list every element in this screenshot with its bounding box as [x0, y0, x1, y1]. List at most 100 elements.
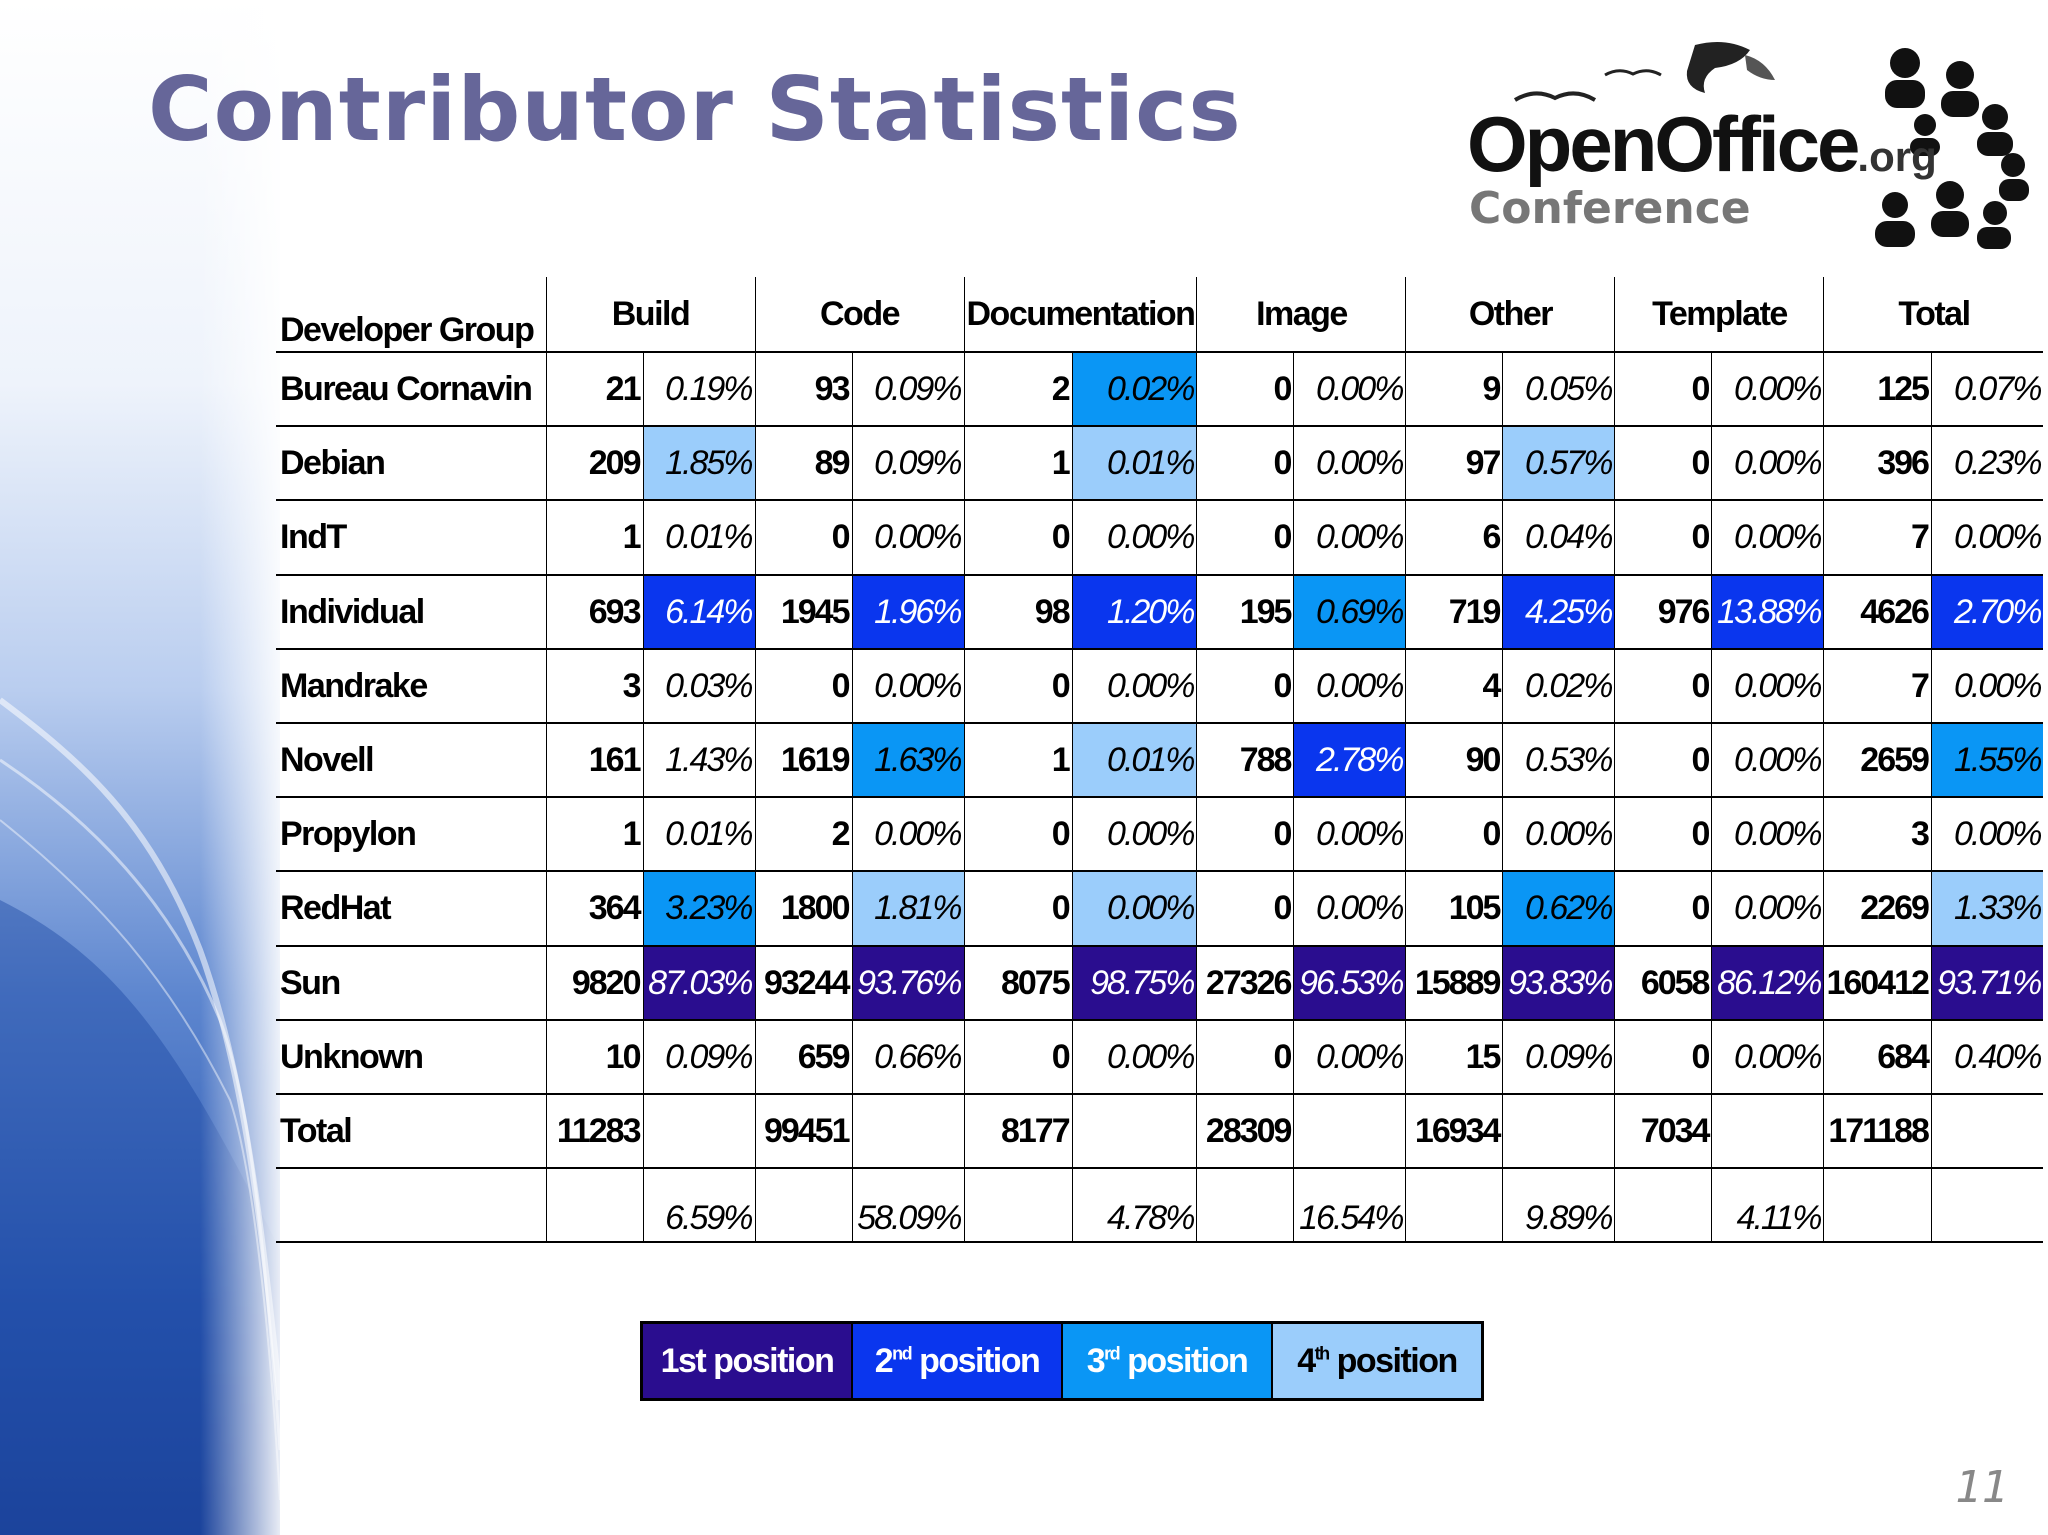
count-cell: 1 [964, 722, 1073, 799]
totals-row: Total 11283 99451 8177 28309 16934 7034 171188 [276, 1093, 2044, 1170]
table-row: Individual 693 6.14% 1945 1.96% 98 1.20% 195 0.6… [276, 574, 2044, 650]
count-cell: 1 [546, 797, 644, 873]
row-group-name: Individual [276, 574, 547, 650]
count-cell: 0 [1614, 1019, 1713, 1095]
percent-cell: 0.02% [1502, 648, 1616, 724]
count-cell: 21 [546, 352, 644, 428]
percent-cell: 0.07% [1931, 352, 2044, 428]
count-cell: 0 [1196, 648, 1295, 724]
count-cell: 97 [1405, 426, 1504, 502]
total-count-cell: 8177 [964, 1093, 1073, 1170]
count-cell: 0 [964, 500, 1073, 576]
count-cell: 27326 [1196, 945, 1295, 1021]
percent-cell: 0.00% [1711, 871, 1825, 947]
position-legend: 1st position 2nd position 3rd position 4… [640, 1321, 1484, 1401]
table-row: Novell 161 1.43% 1619 1.63% 1 0.01% 788 2.78% 90 0… [276, 722, 2044, 799]
percent-cell: 0.04% [1502, 500, 1616, 576]
total-empty-cell [1072, 1093, 1198, 1170]
row-group-name: Bureau Cornavin [276, 352, 547, 428]
count-cell: 684 [1823, 1019, 1932, 1095]
total-count-cell: 16934 [1405, 1093, 1504, 1170]
percent-cell: 0.00% [1711, 1019, 1825, 1095]
total-empty-cell [643, 1093, 756, 1170]
table-row: IndT 1 0.01% 0 0.00% 0 0.00% 0 0.00% 6 0.04% 0 0.00%… [276, 500, 2044, 576]
column-header: Image [1196, 277, 1407, 353]
percent-cell: 1.96% [852, 574, 965, 650]
share-empty-cell [964, 1168, 1073, 1244]
total-empty-cell [1293, 1093, 1407, 1170]
percent-cell: 0.00% [1072, 797, 1198, 873]
percent-cell: 0.00% [1711, 797, 1825, 873]
count-cell: 209 [546, 426, 644, 502]
table-row: RedHat 364 3.23% 1800 1.81% 0 0.00% 0 0.00% 105 0.… [276, 871, 2044, 947]
count-cell: 2269 [1823, 871, 1932, 947]
row-group-name: Sun [276, 945, 547, 1021]
percent-cell: 0.01% [1072, 426, 1198, 502]
count-cell: 659 [755, 1019, 853, 1095]
percent-cell: 1.85% [643, 426, 756, 502]
count-cell: 125 [1823, 352, 1932, 428]
count-cell: 9 [1405, 352, 1504, 428]
percent-cell: 0.00% [852, 500, 965, 576]
total-count-cell: 7034 [1614, 1093, 1713, 1170]
count-cell: 976 [1614, 574, 1713, 650]
total-empty-cell [1711, 1093, 1825, 1170]
column-header: Template [1614, 277, 1825, 353]
count-cell: 0 [1614, 797, 1713, 873]
count-cell: 0 [1614, 648, 1713, 724]
count-cell: 693 [546, 574, 644, 650]
count-cell: 93 [755, 352, 853, 428]
table-row: Unknown 10 0.09% 659 0.66% 0 0.00% 0 0.00% 15 0.09… [276, 1019, 2044, 1095]
percent-cell: 87.03% [643, 945, 756, 1021]
percent-cell: 0.00% [1931, 797, 2044, 873]
count-cell: 719 [1405, 574, 1504, 650]
percent-cell: 0.00% [1711, 426, 1825, 502]
count-cell: 161 [546, 722, 644, 799]
legend-label: position [1328, 1341, 1459, 1380]
row-group-name: RedHat [276, 871, 547, 947]
column-header: Total [1823, 277, 2044, 353]
percent-cell: 0.09% [1502, 1019, 1616, 1095]
logo-brand-suffix: .org [1857, 133, 1937, 180]
share-label-empty [276, 1168, 547, 1244]
count-cell: 2 [755, 797, 853, 873]
share-percent-cell: 4.78% [1072, 1168, 1198, 1244]
legend-first-position: 1st position [641, 1322, 853, 1400]
total-count-cell: 11283 [546, 1093, 644, 1170]
percent-cell: 0.03% [643, 648, 756, 724]
total-count-cell: 99451 [755, 1093, 853, 1170]
logo-brand: OpenOffice [1467, 100, 1860, 188]
count-cell: 0 [1405, 797, 1504, 873]
row-group-name: Novell [276, 722, 547, 799]
percent-cell: 0.09% [852, 352, 965, 428]
count-cell: 0 [1614, 426, 1713, 502]
count-cell: 0 [1196, 426, 1295, 502]
row-group-name: Debian [276, 426, 547, 502]
share-percent-cell: 58.09% [852, 1168, 965, 1244]
percent-cell: 0.01% [643, 797, 756, 873]
count-cell: 10 [546, 1019, 644, 1095]
percent-cell: 0.00% [1072, 871, 1198, 947]
count-cell: 0 [964, 871, 1073, 947]
count-cell: 0 [1196, 352, 1295, 428]
column-header: Build [546, 277, 756, 353]
count-cell: 2 [964, 352, 1073, 428]
total-empty-cell [1502, 1093, 1616, 1170]
legend-label: 3 [1086, 1341, 1106, 1380]
count-cell: 0 [1196, 797, 1295, 873]
legend-fourth-position: 4th position [1272, 1322, 1483, 1400]
percent-cell: 0.01% [643, 500, 756, 576]
count-cell: 9820 [546, 945, 644, 1021]
page-number: 11 [1955, 1462, 2008, 1513]
count-cell: 0 [755, 500, 853, 576]
legend-ordinal: nd [892, 1343, 913, 1364]
total-empty-cell [1931, 1093, 2044, 1170]
percent-cell: 93.71% [1931, 945, 2044, 1021]
count-cell: 98 [964, 574, 1073, 650]
total-empty-cell [852, 1093, 965, 1170]
percent-cell: 13.88% [1711, 574, 1825, 650]
legend-label: position [705, 1341, 835, 1380]
percent-cell: 0.66% [852, 1019, 965, 1095]
legend-label: 2 [874, 1341, 894, 1380]
percent-cell: 0.00% [1293, 797, 1407, 873]
